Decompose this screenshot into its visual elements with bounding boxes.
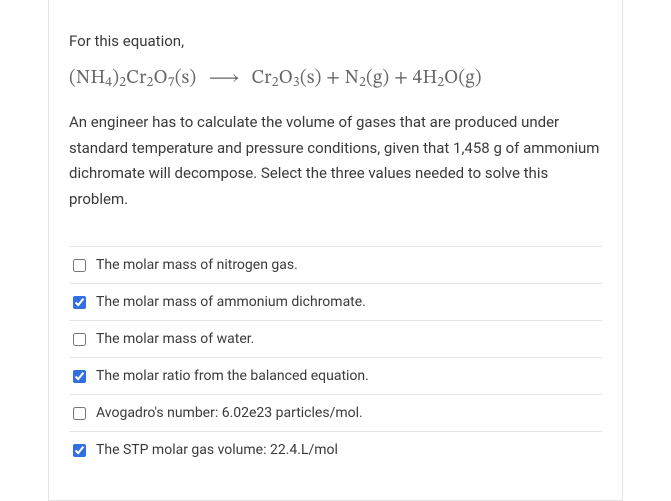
eq-lhs4: O xyxy=(154,69,168,88)
option-label: The molar mass of water. xyxy=(96,331,254,347)
option-label: The molar mass of nitrogen gas. xyxy=(96,257,298,273)
option-row[interactable]: The molar mass of ammonium dichromate. xyxy=(69,284,602,321)
option-row[interactable]: The STP molar gas volume: 22.4.L/mol xyxy=(69,432,602,468)
eq-r2: O xyxy=(279,69,293,88)
option-label: The molar mass of ammonium dichromate. xyxy=(96,294,366,310)
eq-lhs3: Cr xyxy=(126,69,146,88)
eq-r5: O(g) xyxy=(444,69,482,88)
option-checkbox[interactable] xyxy=(73,370,86,383)
question-card: For this equation, (NH4)2Cr2O7(s) ⟶ Cr2O… xyxy=(48,0,623,501)
option-row[interactable]: The molar mass of nitrogen gas. xyxy=(69,247,602,284)
eq-r4: (g) + 4H xyxy=(366,69,437,88)
option-label: The molar ratio from the balanced equati… xyxy=(96,368,369,384)
arrow-icon: ⟶ xyxy=(209,67,239,91)
option-row[interactable]: The molar mass of water. xyxy=(69,321,602,358)
option-label: Avogadro's number: 6.02e23 particles/mol… xyxy=(96,405,363,421)
option-checkbox[interactable] xyxy=(73,296,86,309)
eq-lhs1: (NH xyxy=(69,69,105,88)
option-row[interactable]: Avogadro's number: 6.02e23 particles/mol… xyxy=(69,395,602,432)
eq-lhs5: (s) xyxy=(175,69,197,88)
eq-r1-sub: 2 xyxy=(272,77,279,90)
intro-text: For this equation, xyxy=(69,30,602,53)
eq-r1: Cr xyxy=(251,69,271,88)
options-list: The molar mass of nitrogen gas. The mola… xyxy=(69,246,602,468)
eq-r3: (s) + N xyxy=(300,69,359,88)
eq-r2-sub: 3 xyxy=(293,77,300,90)
chemical-equation: (NH4)2Cr2O7(s) ⟶ Cr2O3(s) + N2(g) + 4H2O… xyxy=(69,67,602,92)
eq-r3-sub: 2 xyxy=(359,77,366,90)
eq-lhs3-sub: 2 xyxy=(147,77,154,90)
eq-lhs4-sub: 7 xyxy=(168,77,175,90)
option-row[interactable]: The molar ratio from the balanced equati… xyxy=(69,358,602,395)
prompt-text: An engineer has to calculate the volume … xyxy=(69,110,602,212)
option-checkbox[interactable] xyxy=(73,333,86,346)
option-checkbox[interactable] xyxy=(73,259,86,272)
option-label: The STP molar gas volume: 22.4.L/mol xyxy=(96,442,338,458)
option-checkbox[interactable] xyxy=(73,444,86,457)
option-checkbox[interactable] xyxy=(73,407,86,420)
